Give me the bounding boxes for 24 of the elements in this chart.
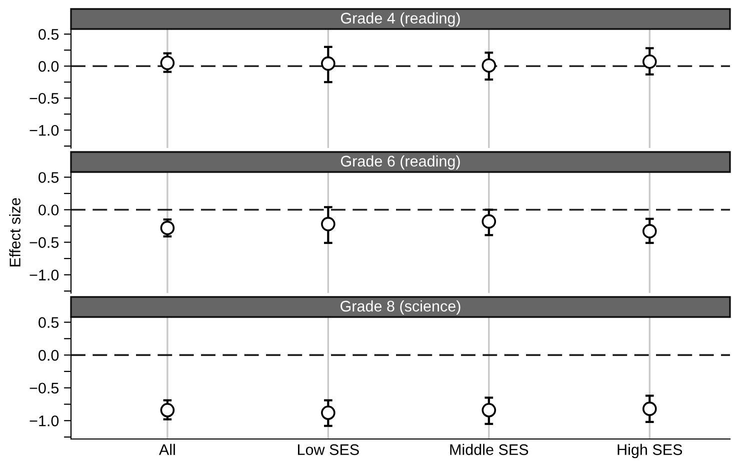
- y-tick-label: 0.5: [38, 317, 59, 328]
- x-tick-label: High SES: [618, 444, 682, 458]
- y-tick-label: 0.0: [38, 350, 59, 361]
- x-tick-label: Low SES: [298, 444, 359, 456]
- x-tick-label: All: [158, 444, 175, 455]
- y-tick-label: −1.0: [30, 270, 59, 280]
- y-tick-label: −1.0: [30, 416, 59, 426]
- y-tick-label: 0.5: [38, 28, 59, 40]
- chart-title: Grade 6 (reading): [340, 155, 460, 170]
- y-tick-label: −1.0: [30, 124, 59, 136]
- chart-title: Grade 8 (science): [340, 300, 460, 315]
- x-tick-label: Middle SES: [450, 444, 528, 456]
- point: [160, 220, 175, 236]
- y-tick-label: −0.5: [30, 382, 59, 394]
- y-tick-label: 0.0: [38, 60, 59, 72]
- y-tick-label: 0.0: [38, 204, 59, 216]
- y-tick-label: −0.5: [30, 237, 59, 248]
- y-axis-title: Effect size: [9, 198, 20, 266]
- y-tick-label: 0.5: [38, 172, 59, 183]
- point: [642, 224, 657, 238]
- y-tick-label: −0.5: [30, 92, 59, 104]
- point: [482, 214, 496, 229]
- chart-title: Grade 4 (reading): [340, 12, 460, 27]
- point: [321, 216, 336, 232]
